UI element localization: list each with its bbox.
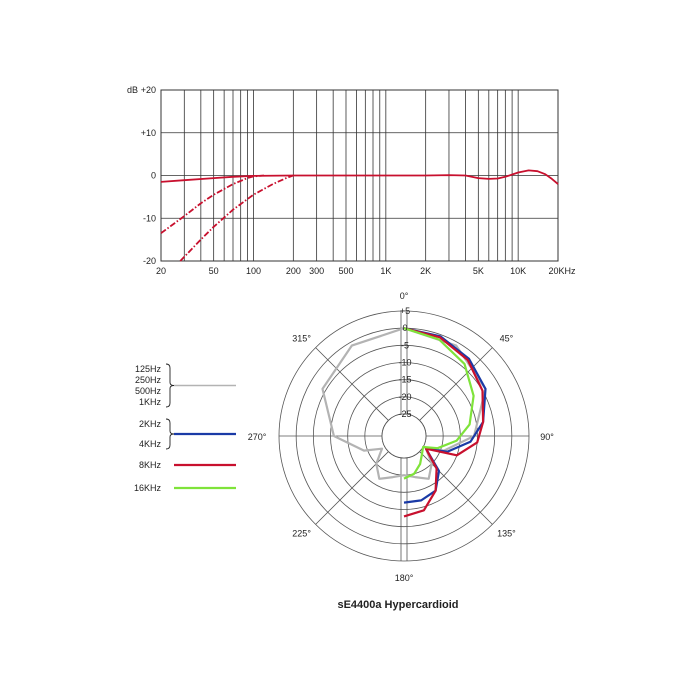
angle-label: 315° bbox=[292, 334, 311, 344]
y-tick-label: -20 bbox=[143, 256, 156, 266]
response-curve bbox=[179, 174, 294, 262]
frequency-response-chart: +20 +10 0 -10 -20 dB 20 50 100 200 300 500 1K 2K 5K 10K… bbox=[127, 85, 576, 276]
polar-curve bbox=[403, 327, 485, 518]
legend-label: 16KHz bbox=[134, 483, 162, 493]
angle-label: 180° bbox=[395, 573, 414, 583]
polar-chart-title: sE4400a Hypercardioid bbox=[337, 599, 458, 611]
y-tick-label: 0 bbox=[151, 171, 156, 181]
angle-label: 0° bbox=[400, 291, 409, 301]
response-curve bbox=[160, 174, 265, 234]
x-tick-label: 20KHz bbox=[548, 266, 576, 276]
angle-label: 270° bbox=[248, 432, 267, 442]
polar-curve bbox=[403, 327, 475, 480]
y-tick-label: -10 bbox=[143, 213, 156, 223]
legend-label: 8KHz bbox=[139, 460, 162, 470]
ring-tick-label: -5 bbox=[401, 340, 409, 350]
polar-inner-ring bbox=[381, 413, 427, 459]
x-tick-label: 5K bbox=[473, 266, 484, 276]
ring-tick-label: -25 bbox=[398, 409, 411, 419]
legend-label: 250Hz bbox=[135, 375, 162, 385]
x-tick-label: 1K bbox=[380, 266, 391, 276]
ring-tick-label: -20 bbox=[398, 392, 411, 402]
ring-tick-label: 0 bbox=[402, 323, 407, 333]
angle-label: 45° bbox=[500, 334, 514, 344]
y-tick-label: +20 bbox=[141, 85, 156, 95]
ring-tick-label: -15 bbox=[398, 375, 411, 385]
y-tick-label: +10 bbox=[141, 128, 156, 138]
legend-label: 2KHz bbox=[139, 419, 162, 429]
response-curve bbox=[160, 169, 559, 185]
x-tick-label: 50 bbox=[209, 266, 219, 276]
polar-spoke bbox=[315, 347, 389, 421]
ring-tick-label: -10 bbox=[398, 358, 411, 368]
legend-brace bbox=[165, 363, 175, 408]
polar-pattern-chart: +5 0 -5 -10 -15 -20 -25 0° 45° 90° 135° 180° 225° 270… bbox=[248, 291, 555, 583]
legend-label: 4KHz bbox=[139, 439, 162, 449]
x-tick-label: 20 bbox=[156, 266, 166, 276]
x-tick-label: 500 bbox=[338, 266, 353, 276]
legend-brace bbox=[165, 418, 175, 450]
x-tick-label: 100 bbox=[246, 266, 261, 276]
x-tick-label: 300 bbox=[309, 266, 324, 276]
x-tick-label: 2K bbox=[420, 266, 431, 276]
y-axis-label: dB bbox=[127, 85, 138, 95]
plot-frame bbox=[160, 89, 559, 262]
legend-label: 1KHz bbox=[139, 397, 162, 407]
angle-label: 135° bbox=[497, 528, 516, 538]
ring-tick-label: +5 bbox=[400, 306, 410, 316]
polar-curve bbox=[403, 327, 487, 504]
angle-label: 90° bbox=[540, 432, 554, 442]
legend-label: 500Hz bbox=[135, 386, 162, 396]
angle-label: 225° bbox=[292, 528, 311, 538]
polar-spoke bbox=[419, 347, 493, 421]
x-tick-label: 10K bbox=[510, 266, 526, 276]
legend-label: 125Hz bbox=[135, 364, 162, 374]
x-tick-label: 200 bbox=[286, 266, 301, 276]
